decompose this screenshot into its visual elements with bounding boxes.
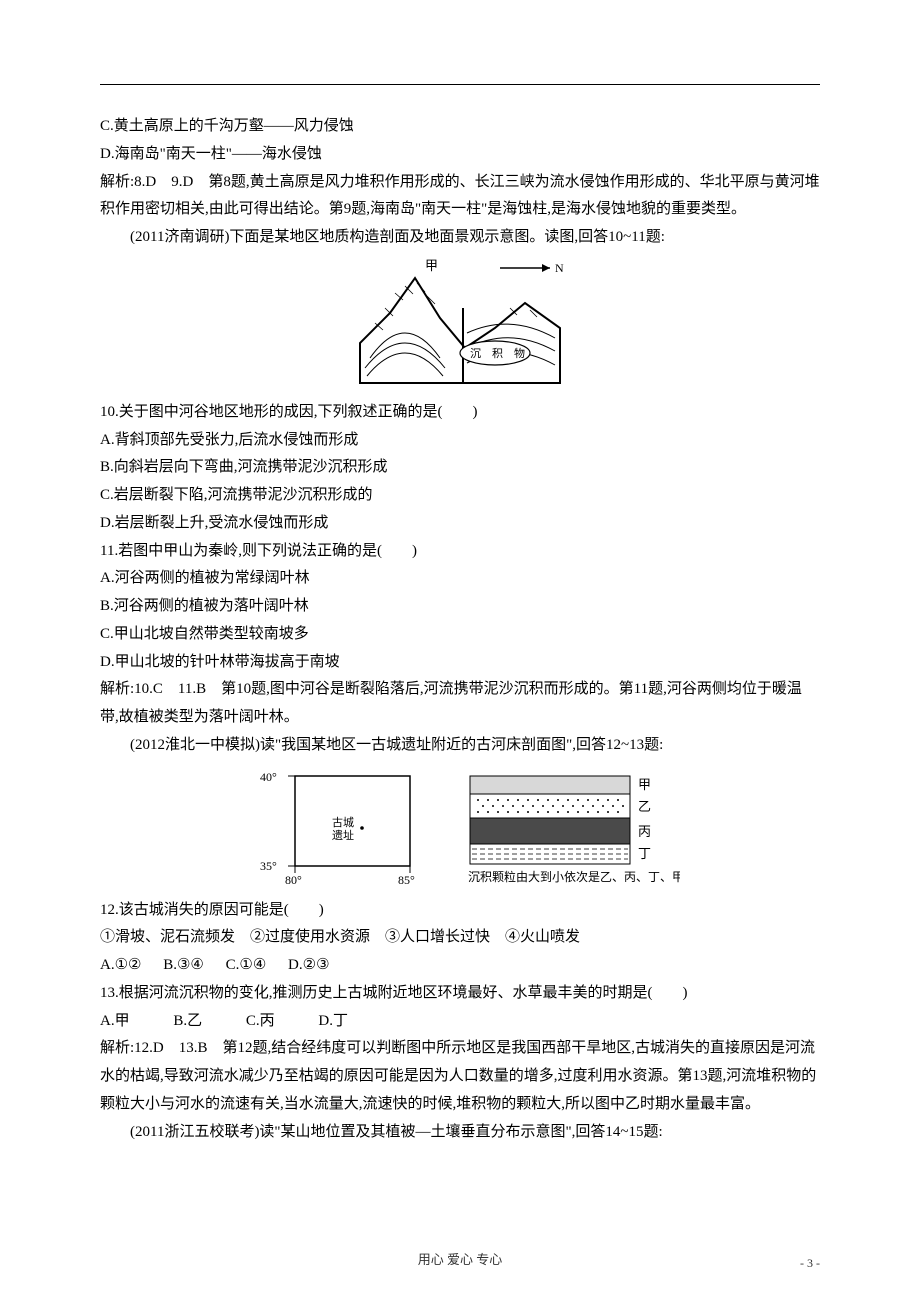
figure-geo-section: 甲 N 沉 积 物 [100,258,820,393]
q11-b: B.河谷两侧的植被为落叶阔叶林 [100,593,820,621]
q12-b: B.③④ [163,952,204,980]
q13-d: D.丁 [318,1008,348,1036]
site-dot [360,826,364,830]
q12-c: C.①④ [226,952,267,980]
q9-opt-d: D.海南岛"南天一柱"——海水侵蚀 [100,141,820,169]
q10-c: C.岩层断裂下陷,河流携带泥沙沉积形成的 [100,482,820,510]
fig1-label-jia: 甲 [425,258,438,273]
map-ybot: 35° [260,859,277,873]
fig1-sediment-label: 沉 积 物 [470,346,525,360]
q11-a: A.河谷两侧的植被为常绿阔叶林 [100,565,820,593]
top-rule [100,84,820,85]
answer-12-13: 解析:12.D 13.B 第12题,结合经纬度可以判断图中所示地区是我国西部干旱… [100,1035,820,1118]
right-strata: 甲 乙 丙 丁 沉积颗粒由大到小依次是乙、丙、丁、甲 [468,776,680,884]
map-xleft: 80° [285,873,302,887]
answer-10-11: 解析:10.C 11.B 第10题,图中河谷是断裂陷落后,河流携带泥沙沉积而形成… [100,676,820,732]
answer-8-9: 解析:8.D 9.D 第8题,黄土高原是风力堆积作用形成的、长江三峡为流水侵蚀作… [100,169,820,225]
q12-d: D.②③ [288,952,329,980]
stem-14-15: (2011浙江五校联考)读"某山地位置及其植被—土壤垂直分布示意图",回答14~… [100,1119,820,1147]
q11-d: D.甲山北坡的针叶林带海拔高于南坡 [100,649,820,677]
riverbed-svg: 40° 35° 80° 85° 古城 遗址 [240,766,680,891]
map-ytop: 40° [260,770,277,784]
layer-ding: 丁 [638,846,651,861]
layer-yi: 乙 [638,799,651,814]
q11-c: C.甲山北坡自然带类型较南坡多 [100,621,820,649]
q12-choices: ①滑坡、泥石流频发 ②过度使用水资源 ③人口增长过快 ④火山喷发 [100,924,820,952]
q13-stem: 13.根据河流沉积物的变化,推测历史上古城附近地区环境最好、水草最丰美的时期是(… [100,980,820,1008]
geo-section-svg: 甲 N 沉 积 物 [345,258,575,393]
figure-riverbed: 40° 35° 80° 85° 古城 遗址 [100,766,820,891]
stem-12-13: (2012淮北一中模拟)读"我国某地区一古城遗址附近的古河床剖面图",回答12~… [100,732,820,760]
q9-opt-c: C.黄土高原上的千沟万壑——风力侵蚀 [100,113,820,141]
site-label-1: 古城 [332,816,354,829]
q10-a: A.背斜顶部先受张力,后流水侵蚀而形成 [100,427,820,455]
q12-opts: A.①② B.③④ C.①④ D.②③ [100,952,820,980]
q12-stem: 12.该古城消失的原因可能是( ) [100,897,820,925]
site-label-2: 遗址 [332,828,354,842]
q12-a: A.①② [100,952,141,980]
layer-bing: 丙 [638,824,651,839]
fig1-label-n: N [555,261,564,275]
north-arrow-head [542,264,550,272]
q10-stem: 10.关于图中河谷地区地形的成因,下列叙述正确的是( ) [100,399,820,427]
footer-text: 用心 爱心 专心 [0,1248,920,1272]
stem-10-11: (2011济南调研)下面是某地区地质构造剖面及地面景观示意图。读图,回答10~1… [100,224,820,252]
q13-b: B.乙 [173,1008,202,1036]
map-xright: 85° [398,873,415,887]
q13-opts: A.甲 B.乙 C.丙 D.丁 [100,1008,820,1036]
q13-a: A.甲 [100,1008,130,1036]
section-outline [360,278,560,383]
page-number: - 3 - [800,1252,820,1274]
left-map: 40° 35° 80° 85° 古城 遗址 [260,770,415,887]
q11-stem: 11.若图中甲山为秦岭,则下列说法正确的是( ) [100,538,820,566]
layer-jia: 甲 [638,777,651,792]
strata-caption: 沉积颗粒由大到小依次是乙、丙、丁、甲 [468,869,680,884]
q10-b: B.向斜岩层向下弯曲,河流携带泥沙沉积形成 [100,454,820,482]
q13-c: C.丙 [246,1008,275,1036]
q10-d: D.岩层断裂上升,受流水侵蚀而形成 [100,510,820,538]
